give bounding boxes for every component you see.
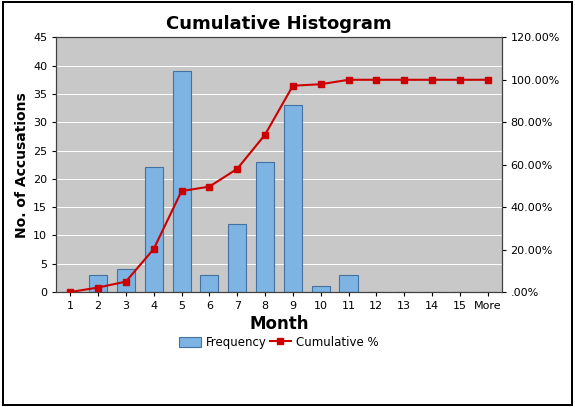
Bar (256, 162, 274, 292)
Bar (172, 71, 190, 292)
Y-axis label: No. of Accusations: No. of Accusations (15, 92, 29, 238)
Bar (228, 224, 246, 292)
Bar (145, 168, 163, 292)
Bar (89, 275, 107, 292)
X-axis label: Month: Month (249, 315, 309, 333)
Title: Cumulative Histogram: Cumulative Histogram (166, 15, 392, 33)
Bar (284, 105, 302, 292)
Legend: Frequency, Cumulative %: Frequency, Cumulative % (176, 332, 382, 352)
Bar (200, 275, 218, 292)
Bar (117, 269, 135, 292)
Bar (312, 287, 329, 292)
Bar (339, 275, 358, 292)
